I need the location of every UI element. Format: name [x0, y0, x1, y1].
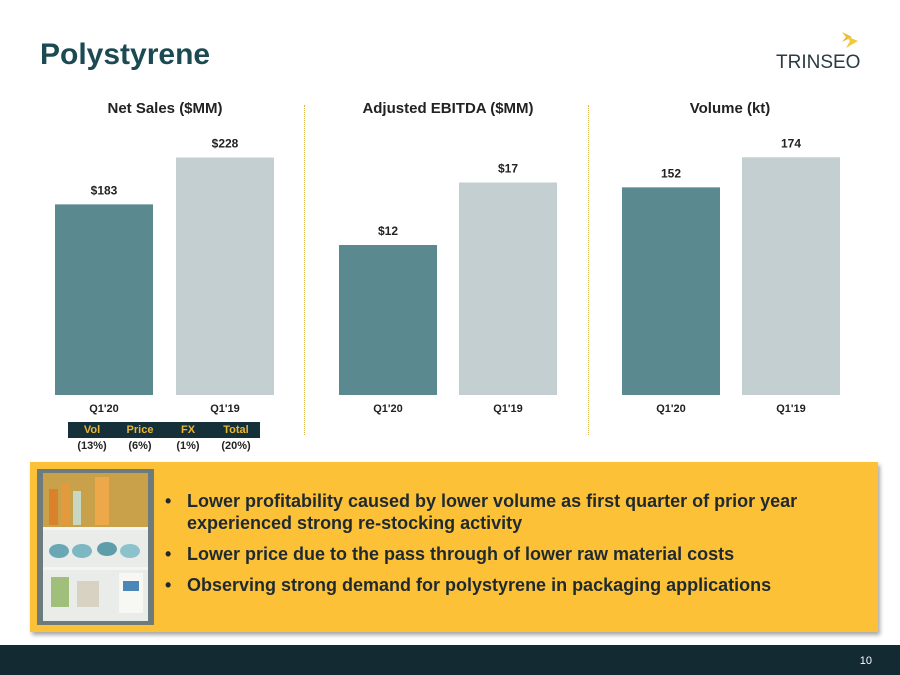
bridge-value-fx: (1%) [176, 440, 200, 452]
bridge-value-vol: (13%) [77, 440, 107, 452]
bar-2-0 [622, 187, 720, 395]
tick-label-1-0: Q1'20 [373, 403, 403, 415]
refrigerator-illustration-icon [37, 469, 154, 625]
data-label-2-1: 174 [781, 136, 801, 150]
chart-title-net-sales: Net Sales ($MM) [107, 100, 223, 117]
tick-label-2-1: Q1'19 [776, 403, 806, 415]
refrigerator-photo [37, 469, 154, 625]
bar-0-1 [176, 157, 274, 395]
tick-label-2-0: Q1'20 [656, 403, 686, 415]
data-label-1-1: $17 [498, 162, 518, 176]
callout-box: Lower profitability caused by lower volu… [30, 462, 878, 632]
bullet-item: Lower profitability caused by lower volu… [165, 490, 870, 534]
footer-bar: 10 [0, 645, 900, 675]
callout-bullets: Lower profitability caused by lower volu… [165, 490, 870, 605]
tick-label-0-0: Q1'20 [89, 403, 119, 415]
bar-1-1 [459, 182, 557, 395]
tick-label-1-1: Q1'19 [493, 403, 523, 415]
bridge-header-fx: FX [180, 424, 196, 436]
tick-label-0-1: Q1'19 [210, 403, 240, 415]
bridge-header-vol: Vol [83, 424, 101, 436]
trinseo-logo-text: TRINSEO [776, 52, 861, 73]
chart-title-ebitda: Adjusted EBITDA ($MM) [362, 100, 534, 117]
bullet-item: Observing strong demand for polystyrene … [165, 574, 870, 596]
bridge-header-row: Vol Price FX Total [68, 422, 260, 438]
bridge-values-row: (13%) (6%) (1%) (20%) [68, 440, 260, 452]
bullet-item: Lower price due to the pass through of l… [165, 543, 870, 565]
page-number: 10 [859, 655, 872, 667]
page-title: Polystyrene [40, 38, 211, 71]
chart-divider [304, 105, 305, 435]
bar-0-0 [55, 204, 153, 395]
data-label-2-0: 152 [661, 166, 681, 180]
bar-2-1 [742, 157, 840, 395]
bar-charts: $183 Q1'20 $228 Q1'19 $12 Q1'20 $17 Q1'19 152 Q1'… [55, 136, 840, 415]
bridge-header-price: Price [126, 424, 154, 436]
bridge-value-price: (6%) [128, 440, 152, 452]
chart-divider [588, 105, 589, 435]
bridge-header-total: Total [223, 424, 249, 436]
trinseo-logo-mark-icon [842, 32, 858, 48]
data-label-0-0: $183 [91, 183, 118, 197]
data-label-0-1: $228 [212, 137, 239, 151]
chart-title-volume: Volume (kt) [689, 100, 771, 117]
data-label-1-0: $12 [378, 224, 398, 238]
trinseo-logo: TRINSEO [776, 30, 866, 76]
bar-1-0 [339, 245, 437, 395]
bridge-value-total: (20%) [221, 440, 251, 452]
